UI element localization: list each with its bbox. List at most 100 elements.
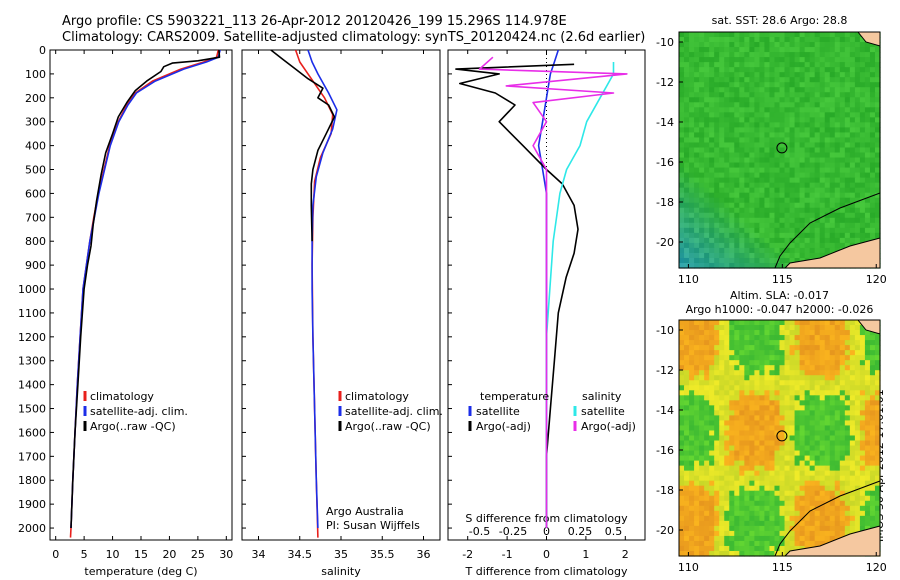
map-0-cell [729, 57, 735, 63]
map-1-cell [734, 350, 740, 356]
map-1-cell [789, 495, 796, 502]
map-1-cell [734, 470, 740, 477]
map-0-cell [809, 37, 816, 43]
map-0-cell [819, 87, 826, 93]
map-0-cell [844, 32, 851, 38]
map-0-cell [764, 212, 771, 219]
map-1-cell [809, 410, 816, 416]
map-1-cell [719, 375, 725, 381]
map-0-cell [754, 82, 761, 88]
map-0-cell [724, 257, 730, 264]
map-0-cell [834, 172, 841, 179]
map-0-cell [679, 152, 685, 159]
map-1-cell [779, 470, 786, 477]
map-1-cell [774, 470, 781, 477]
map-0-cell [854, 177, 861, 184]
map-1-cell [769, 400, 776, 406]
map-1-cell [874, 405, 881, 411]
map-0-cell [804, 177, 811, 184]
map-1-cell [704, 450, 710, 457]
map-0-cell [699, 57, 705, 63]
map-0-cell [739, 217, 745, 224]
map-0-cell [824, 132, 831, 139]
map-1-cell [679, 530, 685, 537]
map-1-cell [869, 515, 876, 522]
map-0-cell [724, 192, 730, 199]
map-0-cell [689, 132, 695, 139]
map-0-cell [729, 67, 735, 73]
map-1-cell [834, 525, 841, 532]
map-1-cell [829, 535, 836, 542]
map-1-cell [829, 350, 836, 356]
map-1-cell [849, 345, 856, 351]
map-1-cell [734, 480, 740, 487]
map-0-cell [759, 187, 766, 194]
map-0-cell [774, 197, 781, 204]
map-0-cell [744, 207, 750, 214]
map-0-cell [829, 82, 836, 88]
map-0-cell [689, 87, 695, 93]
map-1-cell [739, 480, 745, 487]
map-1-cell [844, 340, 851, 346]
map-1-cell [724, 510, 730, 517]
map-1-cell [809, 430, 816, 437]
map-0-cell [764, 157, 771, 164]
map-1-cell [714, 525, 720, 532]
map-0-cell [754, 122, 761, 128]
map-1-cell [874, 370, 881, 376]
map-1-cell [784, 365, 791, 371]
map-0-cell [844, 227, 851, 234]
map-1-cell [764, 525, 771, 532]
map-1-cell [699, 545, 705, 552]
map-1-cell [729, 445, 735, 452]
map-1-cell [834, 415, 841, 422]
map-0-cell [689, 157, 695, 164]
map-0-cell [779, 247, 786, 254]
map-1-cell [689, 325, 695, 331]
map-1-cell [704, 535, 710, 542]
map-0-cell [804, 182, 811, 189]
depth-tick-label-4: 400 [25, 140, 46, 153]
map-1-cell [784, 470, 791, 477]
map-0-cell [679, 47, 685, 53]
map-1-cell [829, 440, 836, 447]
map-1-cell [684, 530, 690, 537]
map-1-cell [834, 380, 841, 386]
map-0-cell [794, 212, 801, 219]
map-1-cell [779, 480, 786, 487]
map-0-cell [824, 187, 831, 194]
map-0-cell [824, 182, 831, 189]
map-0-cell [754, 97, 761, 103]
salinity-series-0 [294, 49, 334, 538]
map-0-cell [744, 77, 750, 83]
map-0-cell [834, 102, 841, 108]
map-1-cell [749, 395, 755, 401]
map-0-cell [724, 112, 730, 118]
salinity-x-tick-label-4: 36 [417, 548, 431, 561]
map-0-cell [694, 97, 700, 103]
map-0-cell [854, 77, 861, 83]
map-1-cell [874, 515, 881, 522]
map-1-cell [824, 420, 831, 427]
map-0-cell [734, 202, 740, 209]
map-1-cell [839, 410, 846, 416]
map-1-cell [764, 320, 771, 326]
map-1-cell [849, 465, 856, 472]
map-1-cell [699, 440, 705, 447]
map-1-cell [759, 430, 766, 437]
difference-legend-header-1: salinity [582, 390, 622, 403]
map-0-cell [709, 172, 715, 179]
map-1-cell [704, 335, 710, 341]
map-1-cell [694, 520, 700, 527]
map-0-cell [809, 107, 816, 113]
map-0-cell [849, 147, 856, 154]
map-1-cell [739, 515, 745, 522]
map-1-cell [824, 510, 831, 517]
map-0-cell [734, 252, 740, 259]
map-1-cell [859, 370, 866, 376]
map-0-cell [774, 177, 781, 184]
map-1-cell [769, 405, 776, 411]
map-0-cell [709, 187, 715, 194]
map-1-cell [754, 480, 761, 487]
map-0-cell [849, 167, 856, 174]
